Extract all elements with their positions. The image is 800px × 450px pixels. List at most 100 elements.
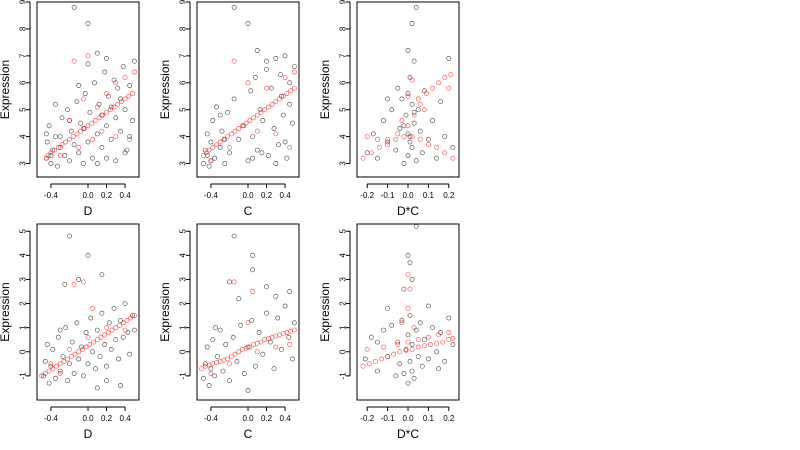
red-point (381, 344, 386, 350)
y-tick-label: 1 (339, 325, 348, 330)
y-tick-label: 1 (179, 325, 188, 330)
red-point (405, 339, 411, 345)
black-point (106, 320, 112, 326)
y-tick-label: 9 (179, 0, 188, 4)
black-point (405, 332, 411, 338)
y-tick-label: 3 (339, 161, 348, 166)
black-point (403, 112, 409, 118)
black-point (214, 354, 220, 359)
black-point (364, 150, 370, 156)
red-point (83, 344, 89, 350)
red-point (450, 336, 456, 341)
red-point (199, 366, 204, 372)
black-point (213, 325, 218, 331)
black-point (405, 48, 411, 53)
black-point (118, 96, 123, 102)
black-point (53, 134, 58, 139)
black-point (94, 161, 100, 166)
black-point (225, 110, 230, 115)
black-point (413, 223, 419, 229)
black-point (287, 289, 293, 294)
black-point (231, 5, 237, 10)
y-tick-label: 9 (19, 0, 28, 4)
black-point (291, 320, 297, 326)
black-point (370, 131, 376, 137)
black-point (291, 64, 297, 69)
red-point (411, 112, 417, 118)
black-point (399, 317, 405, 323)
black-point (223, 342, 229, 347)
red-point (273, 131, 279, 137)
red-point (72, 351, 78, 357)
black-point (278, 346, 284, 352)
x-tick-label: 0.0 (82, 191, 94, 200)
red-point (126, 93, 132, 99)
panel-2: -0.4 0.0 0.2 0.4 3 4 5 6 7 8 9 C Expression (158, 0, 300, 218)
red-point (409, 346, 415, 352)
red-point (423, 91, 429, 96)
red-point (385, 142, 390, 148)
black-point (113, 158, 119, 164)
red-point (288, 88, 294, 94)
x-tick-label: 0.4 (280, 414, 292, 423)
red-point (262, 107, 268, 113)
black-point (42, 358, 48, 364)
black-point (78, 120, 83, 126)
x-tick-label: -0.4 (204, 414, 218, 423)
black-point (236, 136, 242, 142)
red-point (372, 358, 378, 364)
black-point (231, 233, 237, 239)
black-point (273, 161, 279, 166)
black-point (69, 339, 75, 345)
red-point (415, 344, 421, 350)
black-point (368, 334, 374, 340)
black-point (76, 356, 82, 362)
red-point (391, 351, 397, 357)
red-point (45, 153, 51, 158)
black-point (102, 69, 108, 75)
black-point (130, 118, 135, 123)
red-point (421, 107, 427, 113)
black-point (113, 337, 119, 343)
red-point (89, 120, 95, 126)
red-point (70, 134, 76, 139)
red-point (107, 107, 113, 113)
x-tick-label: 0.2 (261, 191, 273, 200)
black-point (227, 378, 232, 384)
y-tick-label: 6 (179, 80, 188, 85)
red-point (364, 346, 370, 352)
red-point (117, 322, 122, 328)
black-point (254, 48, 260, 53)
black-point (411, 120, 417, 126)
black-point (411, 58, 417, 64)
black-point (217, 112, 223, 118)
black-point (212, 373, 217, 379)
x-tick-label: -0.2 (360, 191, 374, 200)
black-point (44, 139, 50, 145)
red-point (403, 348, 409, 353)
red-point (430, 85, 435, 91)
black-point (206, 163, 212, 169)
y-tick-label: 0 (339, 349, 348, 354)
black-point (71, 5, 77, 10)
black-point (131, 58, 137, 64)
red-point (128, 315, 134, 321)
black-point (264, 58, 269, 64)
red-point (90, 305, 95, 311)
black-point (104, 155, 109, 161)
black-point (108, 346, 114, 352)
black-point (265, 153, 271, 158)
red-point (67, 346, 72, 352)
red-point (96, 115, 102, 121)
black-point (446, 315, 452, 321)
black-point (438, 99, 443, 104)
red-point (236, 126, 242, 131)
black-point (99, 144, 105, 150)
black-point (393, 147, 399, 153)
black-point (259, 150, 265, 156)
red-point (210, 144, 216, 150)
black-point (208, 139, 214, 145)
black-point (399, 96, 405, 102)
red-point (119, 99, 124, 104)
black-point (409, 21, 415, 26)
